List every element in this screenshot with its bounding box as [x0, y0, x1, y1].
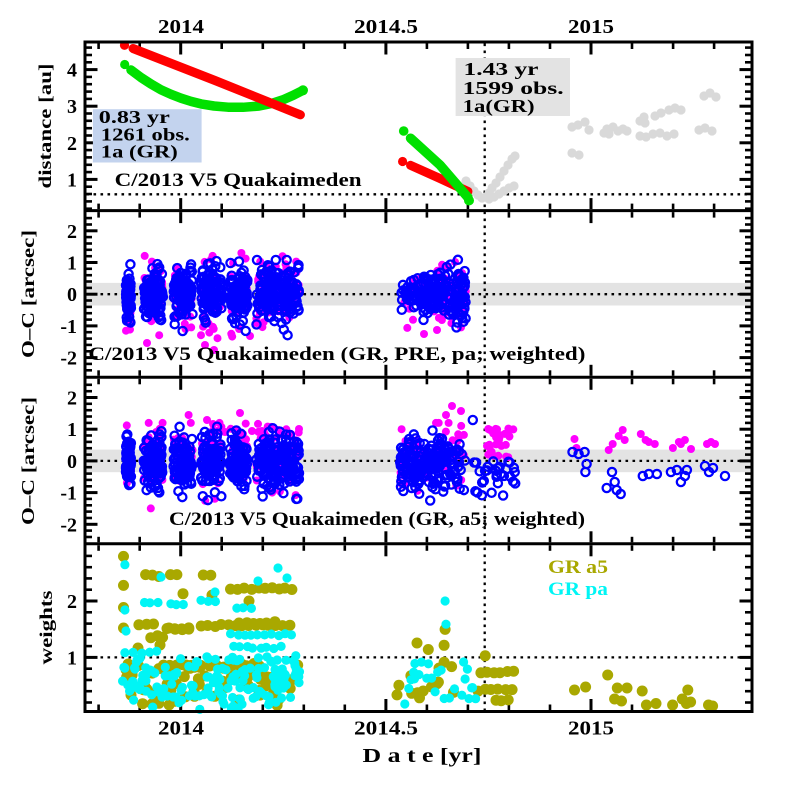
svg-text:2015: 2015	[568, 718, 614, 740]
svg-text:-1: -1	[60, 483, 77, 505]
svg-text:2014.5: 2014.5	[354, 718, 418, 740]
svg-text:2: 2	[67, 591, 77, 613]
svg-text:C/2013 V5 Quakaimeden (GR, a5;: C/2013 V5 Quakaimeden (GR, a5; weighted)	[169, 509, 585, 530]
svg-text:1a(GR): 1a(GR)	[463, 96, 535, 117]
svg-text:2: 2	[67, 221, 77, 243]
svg-text:C/2013 V5 Quakaimeden (GR, PRE: C/2013 V5 Quakaimeden (GR, PRE, pa; weig…	[88, 344, 585, 365]
svg-text:1: 1	[67, 419, 77, 441]
svg-text:1: 1	[67, 169, 77, 191]
svg-text:2015: 2015	[568, 16, 614, 38]
svg-text:D a t e [yr]: D a t e [yr]	[363, 745, 482, 767]
svg-text:2: 2	[67, 388, 77, 410]
svg-text:2014: 2014	[158, 16, 204, 38]
svg-text:C/2013 V5 Quakaimeden: C/2013 V5 Quakaimeden	[115, 170, 363, 191]
svg-text:1599 obs.: 1599 obs.	[463, 78, 564, 98]
svg-text:2014: 2014	[158, 718, 204, 740]
svg-text:1.43 yr: 1.43 yr	[464, 59, 539, 79]
svg-text:weights: weights	[36, 591, 56, 665]
svg-text:GR pa: GR pa	[548, 579, 609, 600]
svg-text:-2: -2	[60, 348, 77, 370]
svg-text:-2: -2	[60, 514, 77, 536]
svg-text:3: 3	[67, 96, 77, 118]
svg-text:0: 0	[67, 451, 77, 473]
svg-text:1: 1	[67, 647, 77, 669]
svg-text:2014.5: 2014.5	[354, 16, 418, 38]
svg-text:GR a5: GR a5	[548, 557, 608, 578]
svg-text:0: 0	[67, 284, 77, 306]
svg-text:-1: -1	[60, 316, 77, 338]
svg-text:2: 2	[67, 133, 77, 155]
svg-text:4: 4	[67, 60, 77, 82]
svg-text:1a (GR): 1a (GR)	[101, 142, 178, 163]
svg-text:1261 obs.: 1261 obs.	[101, 125, 190, 145]
svg-text:0.83 yr: 0.83 yr	[99, 107, 170, 127]
svg-text:distance [au]: distance [au]	[35, 63, 55, 188]
svg-text:O–C [arcsec]: O–C [arcsec]	[18, 230, 38, 358]
svg-text:1: 1	[67, 253, 77, 275]
svg-text:O–C [arcsec]: O–C [arcsec]	[18, 397, 38, 525]
